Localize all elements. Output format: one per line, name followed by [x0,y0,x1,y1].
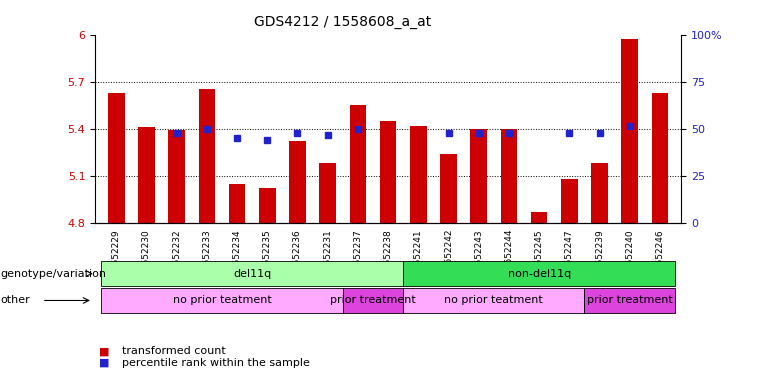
Text: prior treatment: prior treatment [587,295,673,306]
Bar [320,163,336,223]
Text: percentile rank within the sample: percentile rank within the sample [122,358,310,368]
Bar [501,129,517,223]
Text: other: other [1,295,30,306]
Bar [561,179,578,223]
Bar [168,130,185,223]
Text: GDS4212 / 1558608_a_at: GDS4212 / 1558608_a_at [254,15,431,29]
Bar [289,141,306,223]
Text: transformed count: transformed count [122,346,225,356]
Text: prior treatment: prior treatment [330,295,416,306]
Bar [410,126,427,223]
Text: no prior teatment: no prior teatment [173,295,272,306]
Text: non-del11q: non-del11q [508,268,571,279]
Bar [531,212,547,223]
Text: ■: ■ [99,346,110,356]
Bar [622,39,638,223]
Bar [229,184,245,223]
Text: no prior teatment: no prior teatment [444,295,543,306]
Text: ■: ■ [99,358,110,368]
Bar [470,129,487,223]
Bar [440,154,457,223]
Bar [108,93,125,223]
Bar [651,93,668,223]
Text: genotype/variation: genotype/variation [1,268,107,279]
Bar [139,127,154,223]
Bar [199,89,215,223]
Text: del11q: del11q [233,268,272,279]
Bar [259,188,275,223]
Bar [380,121,396,223]
Bar [591,163,608,223]
Bar [349,105,366,223]
